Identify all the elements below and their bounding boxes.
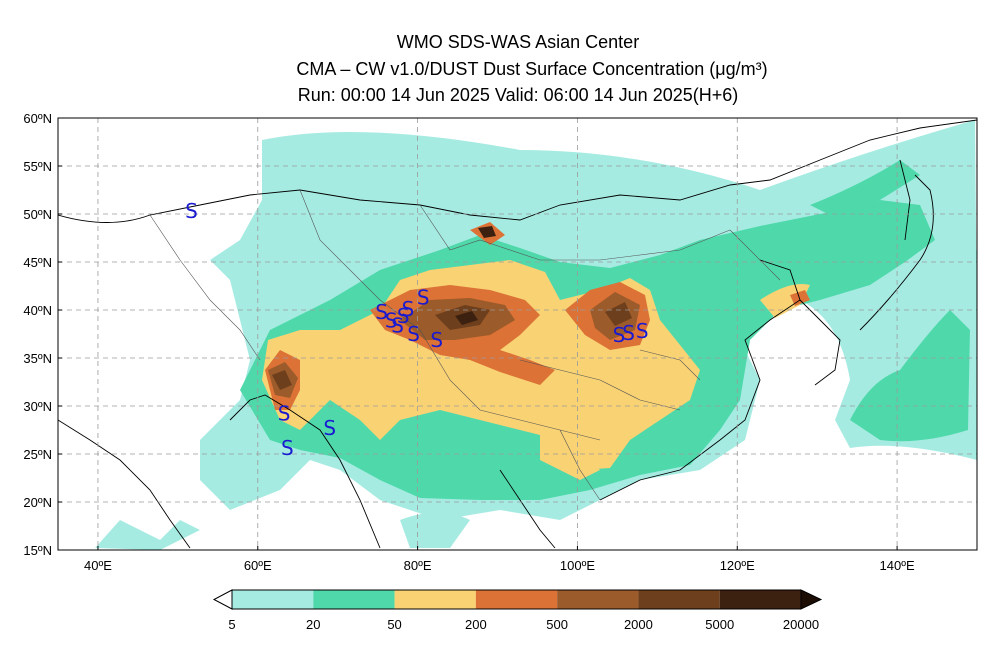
colorbar-tick-label: 50 (387, 617, 401, 632)
map-title: WMO SDS-WAS Asian Center (396, 32, 640, 52)
colorbar-segment (313, 590, 395, 609)
gridlines (58, 118, 977, 550)
station-symbol: S (417, 286, 430, 310)
colorbar-segment (557, 590, 639, 609)
lat-tick-label: 15ºN (23, 543, 52, 558)
lat-tick-label: 30ºN (23, 399, 52, 414)
colorbar-under-arrow (212, 589, 233, 610)
station-symbol: S (613, 323, 626, 347)
level-5000-20000-area (455, 226, 496, 325)
colorbar-tick-label: 5 (228, 617, 235, 632)
lat-tick-label: 35ºN (23, 351, 52, 366)
colorbar-tick-label: 500 (546, 617, 568, 632)
lat-tick-label: 55ºN (23, 159, 52, 174)
colorbar-segment (475, 590, 558, 609)
country-borders (149, 189, 781, 501)
station-symbol: S (622, 321, 635, 345)
station-symbol: S (278, 402, 291, 426)
concentration-field (58, 119, 977, 550)
station-symbol: S (323, 416, 336, 440)
colorbar-segment (638, 590, 720, 609)
colorbar-tick-label: 200 (465, 617, 487, 632)
map-subtitle: CMA – CW v1.0/DUST Dust Surface Concentr… (296, 59, 768, 79)
station-symbol: S (375, 300, 388, 324)
colorbar-over-arrow (800, 589, 823, 610)
station-symbol: S (281, 436, 294, 460)
colorbar-segment (719, 590, 801, 609)
colorbar-tick-label: 5000 (705, 617, 734, 632)
latitude-tick-labels: 15ºN 20ºN 25ºN 30ºN 35ºN 40ºN 45ºN 50ºN 55ºN 60ºN (23, 111, 62, 558)
station-symbol: S (385, 309, 398, 333)
longitude-tick-labels: 40ºE 60ºE 80ºE 100ºE 120ºE 140ºE (84, 546, 915, 573)
colorbar-tick-label: 20 (306, 617, 320, 632)
colorbar-tick-label: 2000 (624, 617, 653, 632)
colorbar-frame (231, 589, 802, 610)
station-symbol: S (636, 319, 649, 343)
colorbar-labels: 5 20 50 200 500 2000 5000 20000 (228, 617, 819, 632)
lon-tick-label: 60ºE (244, 558, 272, 573)
colorbar-segment (232, 590, 314, 609)
station-symbol: S (430, 328, 443, 352)
lon-tick-label: 140ºE (880, 558, 915, 573)
lat-tick-label: 25ºN (23, 447, 52, 462)
lat-tick-label: 50ºN (23, 207, 52, 222)
colorbar-segment (394, 590, 476, 609)
coastlines (58, 119, 977, 549)
lat-tick-label: 60ºN (23, 111, 52, 126)
lon-tick-label: 40ºE (84, 558, 112, 573)
station-symbol: S (185, 199, 198, 223)
colorbar (212, 589, 823, 610)
station-symbol: S (391, 313, 404, 337)
station-symbol: S (407, 322, 420, 346)
lon-tick-label: 100ºE (560, 558, 595, 573)
colorbar-tick-label: 20000 (783, 617, 819, 632)
lat-tick-label: 40ºN (23, 303, 52, 318)
lat-tick-label: 20ºN (23, 495, 52, 510)
lat-tick-label: 45ºN (23, 255, 52, 270)
station-symbol: S (402, 297, 415, 321)
map-frame (57, 117, 978, 551)
station-symbol: S (397, 304, 410, 328)
lon-tick-label: 120ºE (720, 558, 755, 573)
lon-tick-label: 80ºE (404, 558, 432, 573)
run-valid-time: Run: 00:00 14 Jun 2025 Valid: 06:00 14 J… (297, 85, 739, 105)
